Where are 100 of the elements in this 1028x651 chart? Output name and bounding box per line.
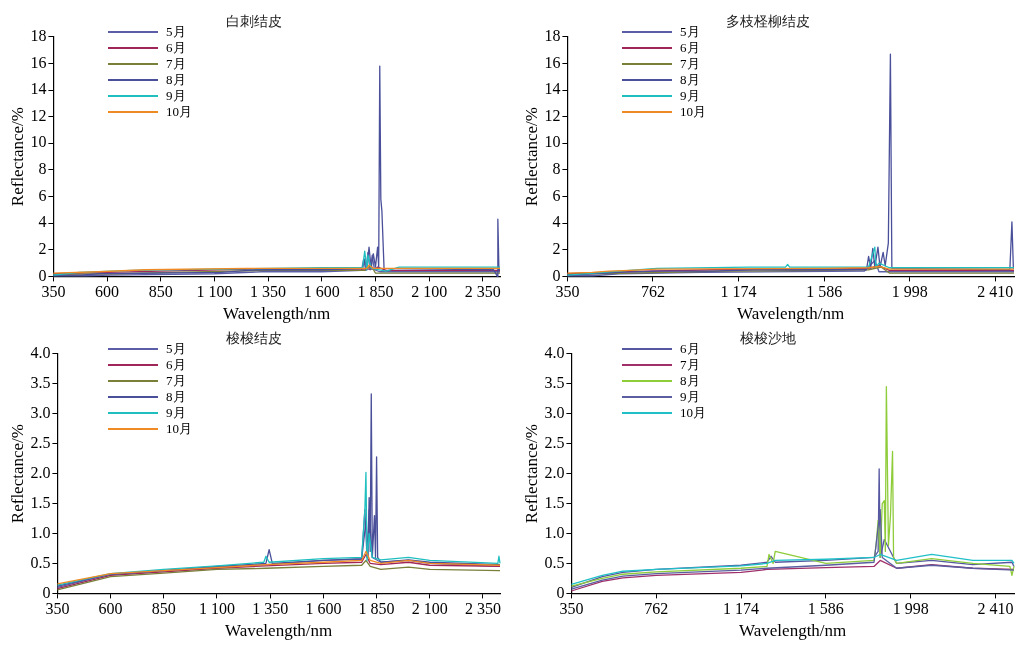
- x-tick-label: 1 174: [723, 600, 760, 618]
- legend-label: 8月: [166, 72, 186, 88]
- x-tick-label: 1 100: [198, 600, 235, 618]
- legend-label: 8月: [166, 389, 186, 405]
- x-tick-label: 2 410: [977, 600, 1014, 618]
- x-tick-label: 762: [644, 600, 669, 618]
- chart-title: 白刺结皮: [226, 14, 282, 30]
- legend-label: 5月: [680, 24, 700, 40]
- y-tick-label: 6: [552, 186, 561, 204]
- y-tick-label: 2: [38, 239, 47, 257]
- x-tick-label: 2 410: [977, 283, 1014, 301]
- y-tick-label: 18: [544, 27, 561, 44]
- y-tick-label: 0: [556, 583, 565, 601]
- y-tick-label: 0.5: [544, 553, 565, 571]
- y-tick-label: 2.0: [30, 463, 51, 481]
- legend-label: 8月: [680, 373, 700, 389]
- y-tick-label: 0: [42, 583, 51, 601]
- y-axis-title: Reflectance/%: [521, 424, 541, 524]
- y-tick-label: 12: [30, 106, 47, 124]
- x-tick-label: 2 350: [464, 283, 501, 301]
- x-tick-label: 1 586: [807, 600, 844, 618]
- x-tick-label: 1 100: [196, 283, 233, 301]
- y-tick-label: 1.5: [544, 493, 565, 511]
- x-tick-label: 1 174: [720, 283, 757, 301]
- legend-label: 6月: [166, 357, 186, 373]
- legend-label: 7月: [680, 357, 700, 373]
- x-tick-label: 2 100: [411, 283, 448, 301]
- x-tick-label: 1 998: [892, 600, 929, 618]
- x-tick-label: 350: [559, 600, 584, 618]
- chart-title: 梭梭结皮: [226, 331, 282, 347]
- legend-label: 8月: [680, 72, 700, 88]
- x-tick-label: 1 600: [305, 600, 342, 618]
- y-tick-label: 14: [30, 80, 47, 98]
- legend-label: 10月: [166, 421, 192, 437]
- x-tick-label: 600: [98, 600, 123, 618]
- y-tick-label: 0.5: [30, 553, 51, 571]
- y-tick-label: 4: [552, 213, 561, 231]
- y-tick-label: 4: [38, 213, 47, 231]
- y-tick-label: 1.0: [544, 523, 565, 541]
- legend-label: 6月: [680, 40, 700, 56]
- x-tick-label: 1 586: [806, 283, 843, 301]
- y-tick-label: 4.0: [30, 344, 51, 361]
- y-tick-label: 16: [544, 53, 561, 71]
- y-axis-title: Reflectance/%: [7, 107, 27, 207]
- x-tick-label: 350: [45, 600, 70, 618]
- y-tick-label: 10: [544, 133, 561, 151]
- x-tick-label: 600: [95, 283, 120, 301]
- y-tick-label: 14: [544, 80, 561, 98]
- y-tick-label: 2.5: [30, 433, 51, 451]
- x-tick-label: 850: [148, 283, 173, 301]
- y-tick-label: 8: [38, 160, 47, 178]
- y-tick-label: 10: [30, 133, 47, 151]
- x-tick-label: 1 850: [358, 600, 395, 618]
- x-tick-label: 1 998: [891, 283, 928, 301]
- legend-label: 10月: [680, 104, 706, 120]
- x-tick-label: 1 850: [357, 283, 394, 301]
- x-axis-title: Wavelength/nm: [737, 304, 845, 324]
- y-tick-label: 6: [38, 186, 47, 204]
- y-tick-label: 4.0: [544, 344, 565, 361]
- y-tick-label: 0: [38, 266, 47, 284]
- legend-label: 9月: [166, 88, 186, 104]
- x-tick-label: 850: [151, 600, 176, 618]
- y-tick-label: 2.5: [544, 433, 565, 451]
- chart-title: 梭梭沙地: [740, 331, 796, 347]
- legend-label: 10月: [680, 405, 706, 421]
- x-tick-label: 2 350: [464, 600, 501, 618]
- legend-label: 9月: [680, 389, 700, 405]
- x-tick-label: 1 350: [252, 600, 289, 618]
- y-tick-label: 12: [544, 106, 561, 124]
- x-tick-label: 350: [41, 283, 66, 301]
- legend-label: 7月: [166, 373, 186, 389]
- legend-label: 7月: [680, 56, 700, 72]
- y-tick-label: 3.5: [30, 373, 51, 391]
- y-tick-label: 2: [552, 239, 561, 257]
- legend-label: 5月: [166, 24, 186, 40]
- legend-label: 10月: [166, 104, 192, 120]
- y-tick-label: 16: [30, 53, 47, 71]
- chart-title: 多枝柽柳结皮: [726, 14, 810, 30]
- y-tick-label: 1.5: [30, 493, 51, 511]
- x-axis-title: Wavelength/nm: [225, 621, 333, 641]
- legend-label: 7月: [166, 56, 186, 72]
- x-axis-title: Wavelength/nm: [223, 304, 331, 324]
- legend-label: 5月: [166, 341, 186, 357]
- x-tick-label: 1 350: [250, 283, 287, 301]
- legend-label: 9月: [166, 405, 186, 421]
- legend-label: 6月: [680, 341, 700, 357]
- y-tick-label: 2.0: [544, 463, 565, 481]
- legend-label: 6月: [166, 40, 186, 56]
- y-axis-title: Reflectance/%: [7, 424, 27, 524]
- y-tick-label: 8: [552, 160, 561, 178]
- x-tick-label: 2 100: [411, 600, 448, 618]
- x-tick-label: 762: [640, 283, 665, 301]
- x-axis-title: Wavelength/nm: [739, 621, 847, 641]
- x-tick-label: 350: [555, 283, 580, 301]
- y-tick-label: 0: [552, 266, 561, 284]
- y-tick-label: 3.5: [544, 373, 565, 391]
- y-tick-label: 1.0: [30, 523, 51, 541]
- y-axis-title: Reflectance/%: [521, 107, 541, 207]
- x-tick-label: 1 600: [303, 283, 340, 301]
- legend-label: 9月: [680, 88, 700, 104]
